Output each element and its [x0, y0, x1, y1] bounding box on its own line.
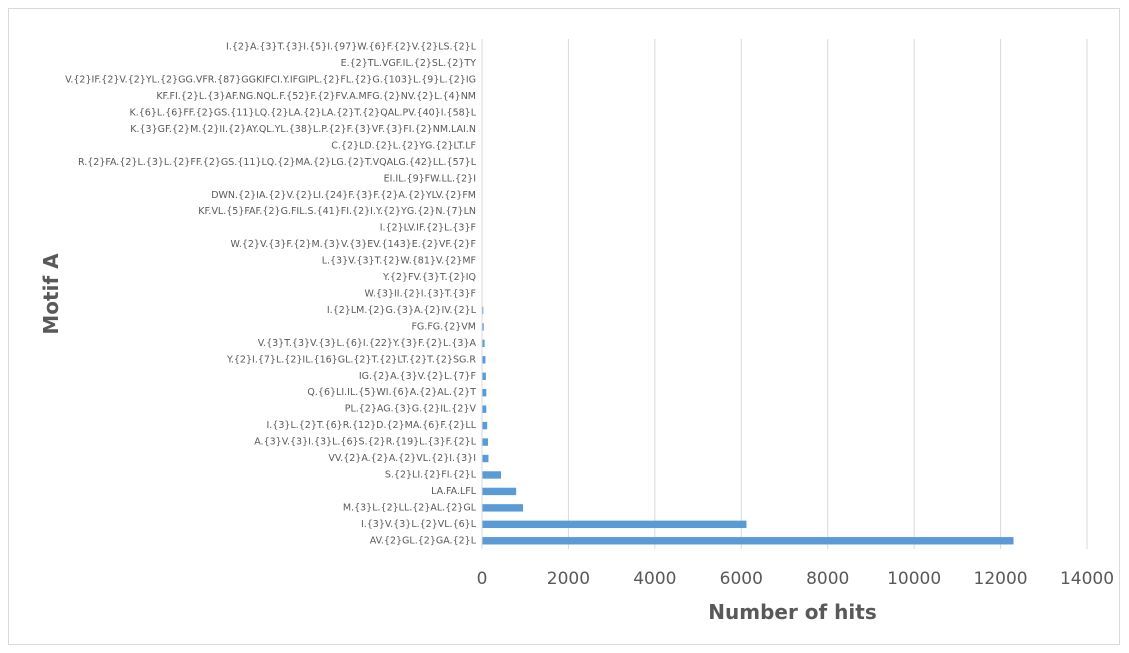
category-label: I.{3}L.{2}T.{6}R.{12}D.{2}MA.{6}F.{2}LL: [266, 420, 476, 431]
category-label: Y.{2}FV.{3}T.{2}IQ: [382, 272, 476, 283]
x-tick-label: 2000: [547, 569, 590, 589]
category-label: I.{2}LV.IF.{2}L.{3}F: [380, 223, 476, 234]
category-label: K.{6}L.{6}FF.{2}GS.{11}LQ.{2}LA.{2}LA.{2…: [130, 108, 477, 119]
x-tick-label: 10000: [887, 569, 941, 589]
bar: [482, 339, 485, 348]
category-label: R.{2}FA.{2}L.{3}L.{2}FF.{2}GS.{11}LQ.{2}…: [78, 157, 477, 168]
category-label: EI.IL.{9}FW.LL.{2}I: [384, 173, 476, 184]
category-label: KF.VL.{5}FAF.{2}G.FIL.S.{41}FI.{2}I.Y.{2…: [198, 206, 476, 217]
x-tick-labels: 0 2000 4000 6000 8000 10000 12000 14000: [477, 569, 1114, 589]
bar: [482, 389, 487, 397]
category-label: PL.{2}AG.{3}G.{2}IL.{2}V: [345, 404, 477, 415]
x-tick-label: 14000: [1060, 569, 1114, 589]
gridlines: [567, 39, 1088, 549]
x-tick-label: 6000: [720, 569, 763, 589]
bar: [482, 323, 484, 331]
bar: [482, 537, 1014, 545]
category-label: I.{2}A.{3}T.{3}I.{5}I.{97}W.{6}F.{2}V.{2…: [226, 42, 477, 53]
y-axis-title: Motif A: [39, 253, 63, 335]
category-label: IG.{2}A.{3}V.{2}L.{7}F: [359, 371, 476, 382]
x-tick-label: 8000: [806, 569, 849, 589]
bar: [482, 356, 486, 364]
bar: [482, 372, 486, 380]
bar: [482, 405, 487, 413]
x-tick-label: 12000: [974, 569, 1028, 589]
bars: [482, 43, 1014, 545]
category-label: W.{2}V.{3}F.{2}M.{3}V.{3}EV.{143}E.{2}VF…: [231, 239, 476, 250]
category-label: M.{3}L.{2}LL.{2}AL.{2}GL: [343, 502, 477, 513]
category-label: A.{3}V.{3}I.{3}L.{6}S.{2}R.{19}L.{3}F.{2…: [254, 437, 476, 448]
chart-frame: AV.{2}GL.{2}GA.{2}L I.{3}V.{3}L.{2}VL.{6}…: [8, 8, 1120, 645]
category-label: E.{2}TL.VGF.IL.{2}SL.{2}TY: [341, 58, 477, 69]
category-label: AV.{2}GL.{2}GA.{2}L: [370, 535, 477, 546]
category-label: L.{3}V.{3}T.{2}W.{81}V.{2}MF: [322, 256, 476, 267]
bar: [482, 504, 524, 512]
category-label: V.{3}T.{3}V.{3}L.{6}I.{22}Y.{3}F.{2}L.{3…: [258, 338, 477, 349]
category-label: DWN.{2}IA.{2}V.{2}LI.{24}F.{3}F.{2}A.{2}…: [211, 190, 476, 201]
category-labels: AV.{2}GL.{2}GA.{2}L I.{3}V.{3}L.{2}VL.{6}…: [65, 42, 477, 547]
bar: [482, 471, 502, 479]
category-label: I.{3}V.{3}L.{2}VL.{6}L: [361, 519, 477, 530]
x-axis-title: Number of hits: [708, 600, 877, 624]
bar: [482, 438, 489, 446]
category-label: VV.{2}A.{2}A.{2}VL.{2}I.{3}I: [328, 453, 476, 464]
category-label: W.{3}II.{2}I.{3}T.{3}F: [365, 289, 476, 300]
category-label: V.{2}IF.{2}V.{2}YL.{2}GG.VFR.{87}GGKIFCI…: [65, 75, 476, 86]
bar: [482, 454, 489, 463]
category-label: S.{2}LI.{2}FI.{2}L: [385, 469, 477, 480]
x-tick-label: 4000: [633, 569, 676, 589]
category-label: C.{2}LD.{2}L.{2}YG.{2}LT.LF: [331, 140, 476, 151]
category-label: Y.{2}I.{7}L.{2}IL.{16}GL.{2}T.{2}LT.{2}T…: [226, 354, 476, 365]
category-label: KF.FI.{2}L.{3}AF.NG.NQL.F.{52}F.{2}FV.A.…: [156, 91, 476, 102]
category-label: Q.{6}LI.IL.{5}WI.{6}A.{2}AL.{2}T: [307, 387, 476, 398]
bar: [482, 421, 488, 430]
bar: [482, 487, 517, 496]
category-label: K.{3}GF.{2}M.{2}II.{2}AY.QL.YL.{38}L.P.{…: [130, 124, 476, 135]
category-label: FG.FG.{2}VM: [411, 321, 476, 332]
x-tick-label: 0: [477, 569, 488, 589]
bar-chart: AV.{2}GL.{2}GA.{2}L I.{3}V.{3}L.{2}VL.{6}…: [39, 39, 1114, 624]
category-label: LA.FA.LFL: [431, 486, 477, 497]
category-label: I.{2}LM.{2}G.{3}A.{2}IV.{2}L: [327, 305, 477, 316]
bar: [482, 520, 747, 529]
bar: [482, 306, 484, 315]
